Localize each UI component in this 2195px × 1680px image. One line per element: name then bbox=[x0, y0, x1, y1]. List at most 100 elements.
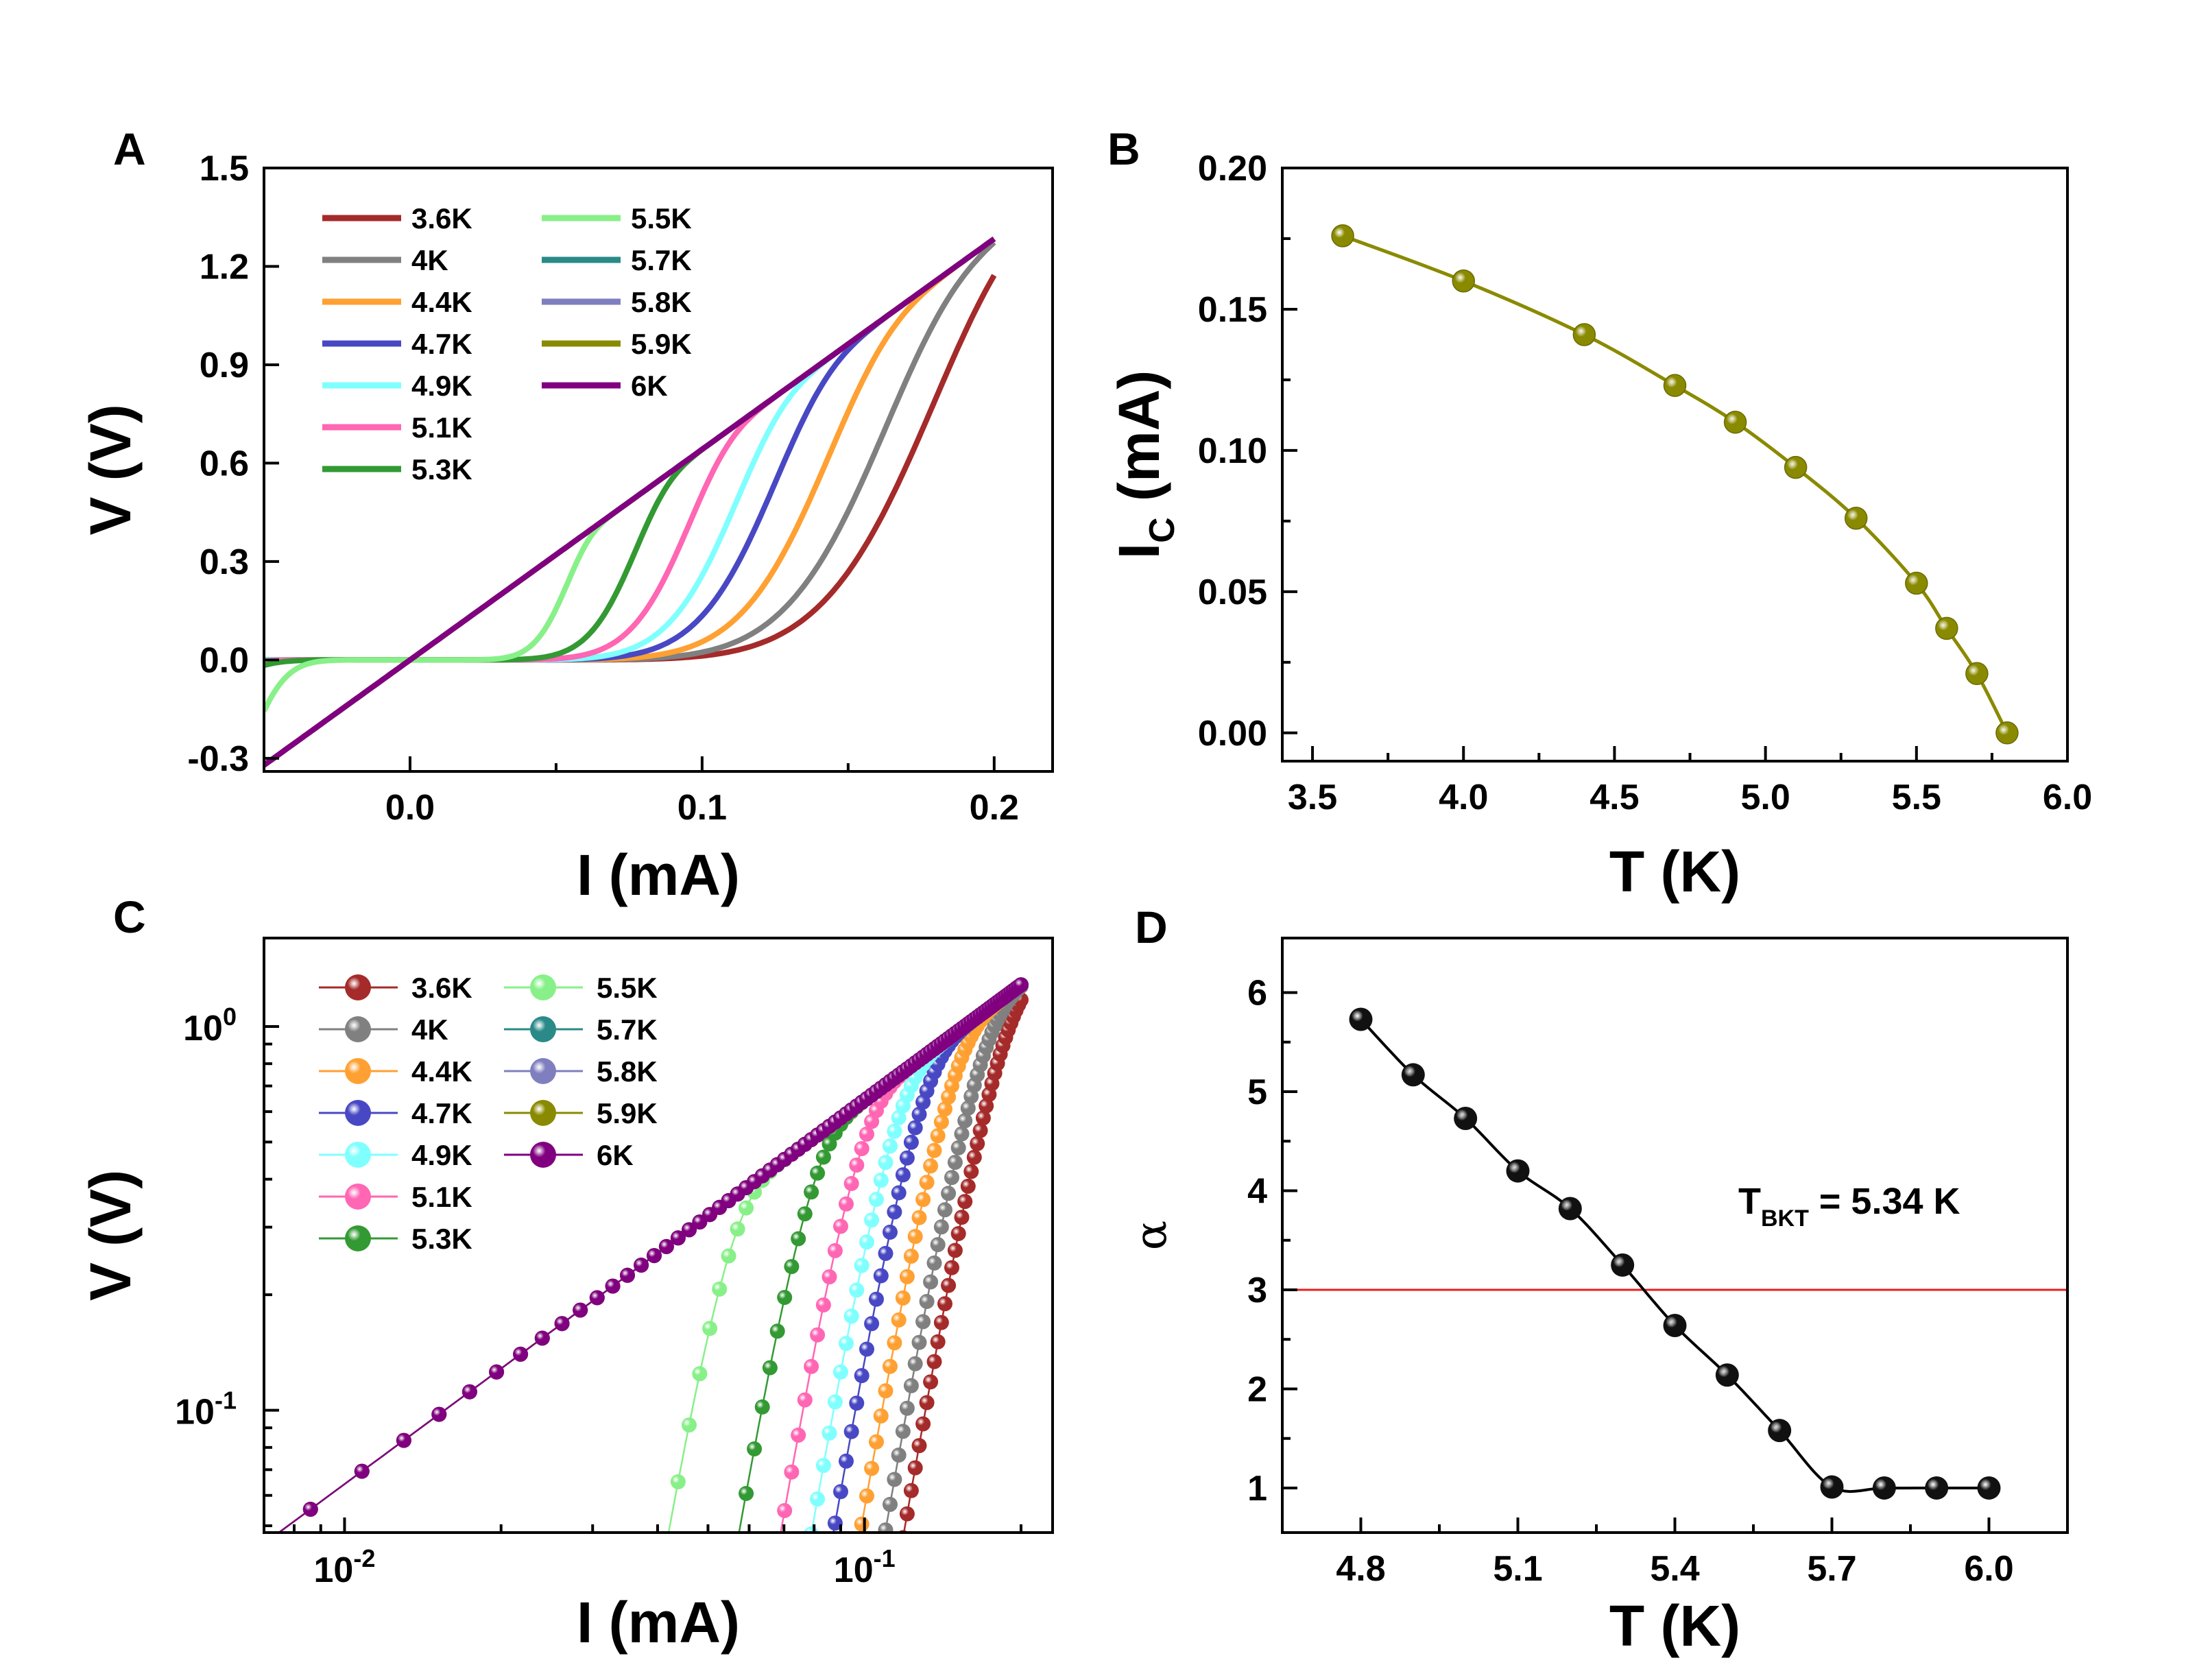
data-point-c bbox=[670, 1230, 686, 1246]
legend-label-a: 3.6K bbox=[411, 202, 472, 235]
data-point-d bbox=[1977, 1476, 2001, 1500]
c-xtick-label: 10-2 bbox=[314, 1544, 376, 1590]
data-point-c bbox=[883, 1224, 898, 1240]
data-point-c bbox=[944, 1260, 959, 1275]
d-xtick-label: 5.4 bbox=[1650, 1549, 1699, 1589]
data-point-c bbox=[941, 1186, 957, 1201]
x-axis-label-c: I (mA) bbox=[577, 1590, 740, 1655]
legend-label-a: 5.8K bbox=[631, 286, 692, 318]
legend-label-c: 5.3K bbox=[411, 1223, 472, 1255]
data-point-c bbox=[354, 1463, 370, 1479]
data-point-d bbox=[1401, 1063, 1425, 1087]
data-point-c bbox=[670, 1474, 686, 1489]
x-axis-label-b: T (K) bbox=[1609, 839, 1740, 904]
data-point-c bbox=[903, 1134, 919, 1150]
data-point-c bbox=[839, 1196, 854, 1212]
data-point-c bbox=[791, 1427, 806, 1443]
data-point-c bbox=[804, 1358, 819, 1374]
y-axis-label-d: α bbox=[1126, 1221, 1177, 1250]
data-point-c bbox=[891, 1110, 907, 1126]
data-point-c bbox=[815, 1149, 831, 1165]
annotation-main: T bbox=[1738, 1181, 1761, 1222]
panel-label-d: D bbox=[1135, 902, 1168, 952]
data-point-d bbox=[1611, 1253, 1635, 1277]
a-ytick-label: 0.3 bbox=[200, 542, 249, 582]
data-point-c bbox=[843, 1176, 859, 1191]
data-point-c bbox=[730, 1533, 745, 1548]
panel-label-b: B bbox=[1107, 123, 1140, 174]
b-ytick-label: 0.10 bbox=[1198, 431, 1267, 471]
data-point-c bbox=[915, 1192, 931, 1208]
b-xtick-label: 4.5 bbox=[1590, 778, 1639, 817]
data-point-c bbox=[859, 1234, 874, 1250]
data-point-c bbox=[682, 1417, 697, 1433]
c-xtick-exp: -2 bbox=[353, 1544, 375, 1572]
b-ytick-label: 0.15 bbox=[1198, 290, 1267, 330]
data-point-c bbox=[966, 1149, 982, 1165]
a-xtick-label: 0.1 bbox=[677, 788, 727, 828]
data-point-c bbox=[659, 1537, 674, 1552]
data-point-d bbox=[1454, 1106, 1478, 1130]
data-point-c bbox=[854, 1258, 869, 1273]
data-point-c bbox=[979, 1098, 994, 1114]
data-point-c bbox=[827, 1515, 843, 1531]
data-point-c bbox=[923, 1274, 939, 1290]
series-line-d bbox=[1360, 1018, 1989, 1493]
series-line-a-4K bbox=[264, 240, 996, 663]
legend-label-a: 5.7K bbox=[631, 244, 692, 276]
panel-b: 3.5 4.0 4.5 5.0 5.5 6.0 0.00 0.05 0.10 0.15 0.20 T … bbox=[1107, 123, 2092, 904]
legend-marker-c bbox=[530, 1142, 556, 1168]
data-point-c bbox=[899, 1150, 915, 1166]
legend-marker-c bbox=[345, 974, 371, 1000]
data-point-c bbox=[739, 1486, 754, 1501]
data-point-c bbox=[887, 1123, 902, 1139]
b-xtick-label: 5.0 bbox=[1740, 778, 1790, 817]
data-point-c bbox=[821, 1425, 837, 1441]
data-point-c bbox=[859, 1126, 874, 1142]
data-point-d bbox=[1820, 1475, 1844, 1499]
d-ytick-label: 6 bbox=[1247, 973, 1267, 1013]
b-xtick-label: 3.5 bbox=[1288, 778, 1337, 817]
legend-label-a: 5.3K bbox=[411, 453, 472, 485]
data-point-c bbox=[864, 1316, 880, 1332]
data-point-c bbox=[854, 1516, 869, 1532]
y-axis-label-b: IC (mA) bbox=[1107, 370, 1182, 560]
data-point-c bbox=[739, 1200, 754, 1216]
b-xtick-label: 4.0 bbox=[1439, 778, 1488, 817]
data-point-b bbox=[1935, 616, 1958, 640]
data-point-c bbox=[513, 1346, 529, 1362]
c-ytick-label: 100 bbox=[183, 1003, 237, 1048]
legend-label-c: 5.7K bbox=[597, 1013, 658, 1046]
data-point-c bbox=[804, 1184, 819, 1200]
data-point-c bbox=[941, 1277, 957, 1293]
data-point-c bbox=[833, 1219, 848, 1234]
data-point-c bbox=[869, 1434, 884, 1450]
data-point-c bbox=[878, 1245, 893, 1261]
legend-label-c: 5.5K bbox=[597, 972, 658, 1004]
data-point-c bbox=[864, 1212, 880, 1228]
data-point-c bbox=[873, 1408, 889, 1424]
data-point-b bbox=[1995, 721, 2019, 745]
data-point-c bbox=[833, 1364, 848, 1380]
data-point-c bbox=[947, 1155, 963, 1171]
data-point-c bbox=[887, 1472, 902, 1487]
data-point-c bbox=[937, 1101, 952, 1117]
data-point-c bbox=[589, 1290, 605, 1306]
data-point-c bbox=[658, 1238, 674, 1254]
data-point-b bbox=[1844, 507, 1868, 530]
data-point-c bbox=[821, 1269, 837, 1285]
data-point-c bbox=[839, 1336, 854, 1352]
data-point-c bbox=[903, 1248, 919, 1264]
legend-label-c: 4.9K bbox=[411, 1139, 472, 1171]
data-point-c bbox=[859, 1341, 874, 1357]
legend-label-a: 6K bbox=[631, 370, 668, 402]
data-point-c bbox=[682, 1222, 697, 1238]
data-point-c bbox=[963, 1164, 979, 1179]
legend-marker-c bbox=[345, 1142, 371, 1168]
data-point-c bbox=[810, 1491, 826, 1507]
data-point-c bbox=[777, 1503, 793, 1518]
data-point-c bbox=[702, 1321, 718, 1336]
legend-label-a: 4.4K bbox=[411, 286, 472, 318]
data-point-c bbox=[937, 1296, 952, 1312]
panel-label-a: A bbox=[113, 123, 146, 174]
